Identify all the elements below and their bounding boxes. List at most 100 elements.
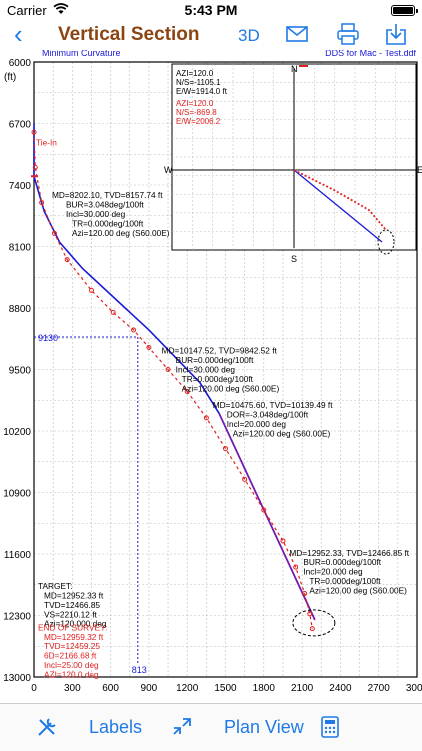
vertical-section-chart[interactable]: Minimum Curvature DDS for Mac - Test.ddf…: [0, 50, 422, 703]
nav-bar: ‹ Vertical Section 3D: [0, 20, 422, 50]
target-ellipse: [292, 609, 336, 637]
annotation-line: AZI=120.0 deg: [44, 669, 99, 679]
calculator-icon[interactable]: [321, 716, 339, 738]
print-icon[interactable]: [337, 23, 359, 45]
annotation-pt4: MD=12952.33, TVD=12466.85 ftBUR=0.000deg…: [289, 548, 409, 596]
annotation-tie_in: Tie-In: [36, 137, 57, 147]
annotation-line: END OF SURVEY:: [38, 622, 107, 632]
survey-point: [39, 200, 45, 206]
y-tick-label: 6000: [9, 58, 32, 69]
annotation-line: DOR=-3.048deg/100ft: [227, 410, 309, 420]
inset-red-line: N/S=-869.8: [176, 108, 217, 117]
inset-black-line: N/S=-1105.1: [176, 78, 221, 87]
survey-point: [64, 257, 70, 263]
y-tick-label: 8800: [9, 304, 32, 315]
annotation-line: Azi=120.000 deg: [44, 619, 107, 629]
inset-black-line: E/W=1914.0 ft: [176, 87, 228, 96]
compass-w: W: [164, 165, 173, 175]
compass-e: E: [417, 165, 422, 175]
y-tick-label: 6700: [9, 120, 32, 131]
annotation-line: MD=12959.32 ft: [44, 632, 104, 642]
carrier-label: Carrier: [7, 3, 47, 18]
drag-icon[interactable]: [171, 716, 193, 738]
tools-icon[interactable]: [36, 716, 58, 738]
annotation-line: BUR=0.000deg/100ft: [176, 355, 254, 365]
survey-point: [131, 327, 137, 333]
annotation-line: Incl=20.000 deg: [303, 567, 363, 577]
compass-s: S: [291, 254, 297, 264]
annotation-pt2: MD=10147.52, TVD=9842.52 ftBUR=0.000deg/…: [162, 346, 280, 394]
survey-point: [203, 415, 209, 421]
annotation-line: Incl=20.000 deg: [227, 419, 287, 429]
y-tick-label: 10200: [3, 427, 31, 438]
clock: 5:43 PM: [184, 2, 238, 18]
back-icon[interactable]: ‹: [14, 19, 23, 49]
annotation-line: TVD=12466.85: [44, 600, 100, 610]
chart-series: [31, 123, 336, 637]
survey-point: [223, 446, 228, 452]
inset-black-line: AZI=120.0: [176, 69, 214, 78]
annotation-line: TR=0.000deg/100ft: [72, 218, 144, 228]
survey-point: [242, 476, 248, 482]
planned-path-drop-segment: [218, 413, 316, 621]
plan-view-button[interactable]: Plan View: [224, 717, 304, 737]
x-axis-ticks: 0 300 600 900 1200 1500 1800 2100 2400 2700 3000: [31, 683, 422, 694]
annotation-line: TVD=12459.25: [44, 641, 100, 651]
annotation-pt1: MD=8202.10, TVD=8157.74 ftBUR=3.048deg/1…: [52, 190, 170, 238]
status-bar: Carrier 5:43 PM: [0, 0, 422, 20]
x-tick-label: 1800: [253, 683, 276, 694]
x-tick-label: 2700: [368, 683, 391, 694]
mail-icon[interactable]: [286, 23, 308, 45]
annotation-target: TARGET:MD=12952.33 ftTVD=12466.85VS=2210…: [38, 581, 107, 629]
chart-annotations: Tie-In MD=8202.10, TVD=8157.74 ftBUR=3.04…: [36, 137, 410, 679]
annotation-line: MD=10147.52, TVD=9842.52 ft: [162, 346, 278, 356]
battery-tip: [416, 9, 418, 13]
wifi-icon: [53, 3, 69, 14]
annotation-line: VS=2210.12 ft: [44, 609, 98, 619]
labels-button[interactable]: Labels: [89, 717, 143, 737]
survey-point: [88, 287, 94, 293]
annotation-pt3: MD=10475.60, TVD=10139.49 ftDOR=-3.048de…: [213, 400, 333, 438]
chart-subtitle-left: Minimum Curvature: [42, 50, 121, 58]
x-tick-label: 2400: [329, 683, 352, 694]
page-title: Vertical Section: [58, 24, 200, 45]
annotation-line: 6D=2166.68 ft: [44, 651, 97, 661]
y-axis-ticks: 6000 6700 7400 8100 8800 9500 10200 10900 11600 1…: [3, 58, 31, 684]
x-tick-label: 0: [31, 683, 37, 694]
annotation-line: BUR=3.048deg/100ft: [66, 200, 144, 210]
inset-planned-line: [293, 169, 383, 243]
annotation-line: TARGET:: [38, 581, 72, 591]
survey-path-line: [33, 132, 313, 629]
y-tick-label: 13000: [3, 673, 31, 684]
planned-path-line: [33, 123, 316, 621]
inset-survey-line: [293, 169, 387, 231]
annotation-line: MD=12952.33 ft: [44, 591, 104, 601]
chart-grid: [33, 61, 418, 678]
survey-point: [280, 538, 286, 544]
annotation-line: Azi=120.00 deg (S60.00E): [309, 585, 407, 595]
inset-red-line: E/W=2006.2: [176, 117, 221, 126]
battery-icon: [391, 5, 415, 16]
survey-point: [32, 164, 38, 170]
x-tick-label: 2100: [291, 683, 314, 694]
survey-point: [307, 611, 313, 617]
y-tick-label: 11600: [4, 550, 32, 561]
x-tick-label: 1200: [176, 683, 199, 694]
y-unit-label: (ft): [4, 72, 16, 83]
survey-point: [302, 591, 308, 597]
y-tick-label: 8100: [9, 243, 32, 254]
3d-button[interactable]: 3D: [238, 26, 260, 45]
compass-n: N: [291, 64, 298, 74]
annotation-line: Azi=120.00 deg (S60.00E): [233, 428, 331, 438]
annotation-line: Incl=30.000 deg: [176, 364, 236, 374]
x-tick-label: 600: [102, 683, 119, 694]
x-tick-label: 1500: [214, 683, 237, 694]
x-tick-label: 900: [141, 683, 158, 694]
annotation-line: MD=12952.33, TVD=12466.85 ft: [289, 548, 409, 558]
annotation-line: BUR=0.000deg/100ft: [303, 557, 381, 567]
annotation-line: Incl=25.00 deg: [44, 660, 99, 670]
annotation-line: TR=0.000deg/100ft: [309, 576, 381, 586]
survey-point: [110, 309, 116, 315]
save-icon[interactable]: [385, 23, 407, 45]
